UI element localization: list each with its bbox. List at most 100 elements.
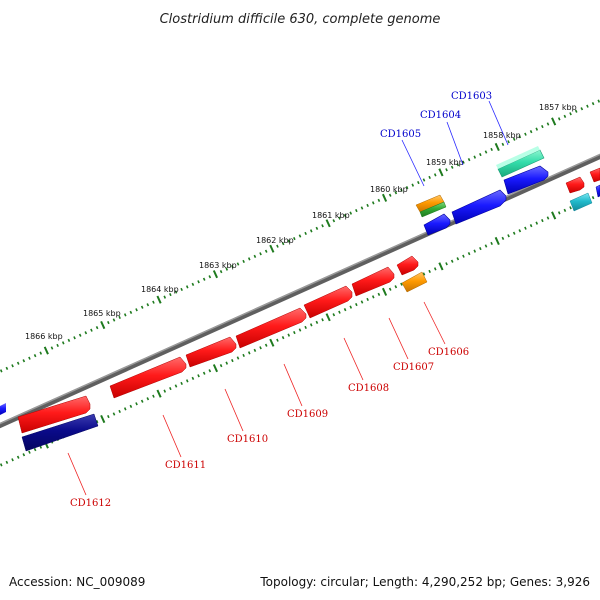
minor-tick xyxy=(535,127,539,131)
gene-label-cd1612[interactable]: CD1612 xyxy=(70,498,111,509)
minor-tick xyxy=(135,402,138,406)
minor-tick xyxy=(152,300,155,304)
minor-tick xyxy=(33,448,37,452)
gene-label-cd1609[interactable]: CD1609 xyxy=(287,409,328,420)
minor-tick xyxy=(264,249,268,253)
minor-tick xyxy=(112,318,116,322)
gene-label-cd1603[interactable]: CD1603 xyxy=(451,91,492,102)
minor-tick xyxy=(315,226,319,230)
minor-tick xyxy=(394,285,398,289)
minor-tick xyxy=(231,358,234,363)
gene-cd1607-feature[interactable] xyxy=(396,255,419,276)
minor-tick xyxy=(242,353,245,358)
forward-gene-features xyxy=(0,146,600,415)
gene-label-cd1611[interactable]: CD1611 xyxy=(165,460,206,471)
minor-tick xyxy=(473,155,477,159)
minor-tick xyxy=(569,112,572,116)
minor-tick xyxy=(524,226,527,230)
gene-cd1611-feature[interactable] xyxy=(109,356,187,399)
minor-tick xyxy=(191,282,195,286)
minor-tick xyxy=(123,407,127,411)
minor-tick xyxy=(298,234,302,238)
scale-label-1863: 1863 kbp xyxy=(199,261,237,270)
genome-backbone xyxy=(0,153,600,429)
gene-cd1609-feature[interactable] xyxy=(235,285,353,349)
minor-tick xyxy=(135,308,138,312)
minor-tick xyxy=(140,305,144,309)
minor-tick xyxy=(287,333,291,337)
minor-tick xyxy=(366,203,369,208)
minor-tick xyxy=(546,122,550,126)
minor-tick xyxy=(321,224,324,228)
scale-label-1866: 1866 kbp xyxy=(25,332,63,341)
minor-tick xyxy=(484,150,488,154)
genome-summary-text: Topology: circular; Length: 4,290,252 bp… xyxy=(259,575,590,589)
minor-tick xyxy=(507,140,510,144)
minor-tick xyxy=(281,242,285,246)
gene-label-cd1605[interactable]: CD1605 xyxy=(380,129,421,140)
minor-tick xyxy=(152,394,155,398)
minor-tick xyxy=(202,371,206,375)
minor-tick xyxy=(281,336,285,340)
map-title: Clostridium difficile 630, complete geno… xyxy=(160,12,441,27)
minor-tick xyxy=(163,295,167,299)
minor-tick xyxy=(597,99,600,103)
gene-cd1604-feature[interactable] xyxy=(451,165,549,225)
major-tick xyxy=(212,364,219,373)
minor-tick xyxy=(574,109,578,113)
minor-tick xyxy=(0,369,3,373)
gene-label-cd1607[interactable]: CD1607 xyxy=(393,362,434,373)
minor-tick xyxy=(450,165,454,169)
major-tick xyxy=(269,244,275,253)
gene-label-cd1610[interactable]: CD1610 xyxy=(227,434,268,445)
gene-cd1612-feature[interactable] xyxy=(17,395,99,452)
gene-cd1603-feature[interactable] xyxy=(496,146,545,178)
minor-tick xyxy=(456,257,460,261)
minor-tick xyxy=(349,211,353,215)
minor-tick xyxy=(405,186,409,190)
minor-tick xyxy=(445,262,448,266)
minor-tick xyxy=(490,241,493,246)
scale-label-1864: 1864 kbp xyxy=(141,285,179,294)
minor-tick xyxy=(242,259,245,264)
minor-tick xyxy=(529,224,533,228)
minor-tick xyxy=(146,303,150,307)
gene-cd1610-feature[interactable] xyxy=(185,336,237,368)
minor-tick xyxy=(208,369,212,373)
minor-tick xyxy=(169,292,172,297)
gene-label-cd1606[interactable]: CD1606 xyxy=(428,347,469,358)
minor-tick xyxy=(90,328,93,332)
minor-tick xyxy=(259,346,262,350)
minor-tick xyxy=(507,234,510,238)
gene-cd1605-feature[interactable] xyxy=(415,194,451,236)
minor-tick xyxy=(462,160,465,164)
minor-tick xyxy=(118,315,121,320)
minor-tick xyxy=(219,364,223,368)
minor-tick xyxy=(112,412,116,416)
minor-tick xyxy=(417,180,420,185)
major-tick xyxy=(381,287,388,296)
gene-label-cd1608[interactable]: CD1608 xyxy=(348,383,389,394)
minor-tick xyxy=(371,295,375,299)
minor-tick xyxy=(298,328,302,332)
minor-tick xyxy=(304,325,307,330)
major-tick xyxy=(494,142,500,152)
minor-tick xyxy=(355,208,358,213)
minor-tick xyxy=(11,364,14,368)
minor-tick xyxy=(501,142,505,146)
minor-tick xyxy=(259,252,262,256)
gene-cd1606-feature[interactable] xyxy=(401,271,428,293)
minor-tick xyxy=(343,308,347,312)
major-tick xyxy=(100,320,106,330)
minor-tick xyxy=(332,313,336,317)
scale-label-1861: 1861 kbp xyxy=(312,211,350,220)
minor-tick xyxy=(287,239,291,243)
minor-tick xyxy=(546,216,550,220)
major-tick xyxy=(156,295,162,304)
minor-tick xyxy=(174,384,178,388)
gene-label-cd1604[interactable]: CD1604 xyxy=(420,110,461,121)
minor-tick xyxy=(315,320,319,324)
gene-cd1608-feature[interactable] xyxy=(351,266,395,297)
minor-tick xyxy=(247,351,251,355)
minor-tick xyxy=(377,292,381,296)
